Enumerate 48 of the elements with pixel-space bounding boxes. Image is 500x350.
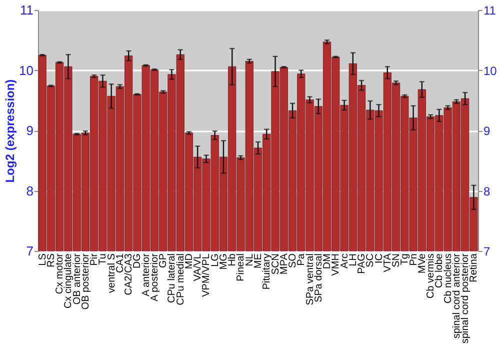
y-tick-label: 8 <box>26 183 34 198</box>
y-tick-label: 7 <box>26 244 34 258</box>
x-tick-label: SPa dorsal <box>313 254 324 302</box>
x-tick-label: SC <box>365 254 376 268</box>
x-tick-label: VPM/VPL <box>201 253 212 297</box>
y2-tick-label: 7 <box>484 244 490 258</box>
x-tick-label: Pn <box>408 254 420 266</box>
x-tick-label: LH <box>348 254 359 266</box>
y-tick-label: 9 <box>26 123 34 138</box>
x-tick-label: LG <box>210 253 221 267</box>
x-tick-label: Arc <box>339 254 350 268</box>
y2-tick-label: 8 <box>484 184 490 198</box>
x-tick-label: MVe <box>416 253 428 274</box>
x-tick-label: A posterior <box>149 252 160 302</box>
y-tick-label: 11 <box>20 2 34 18</box>
x-tick-label: SCN <box>270 254 282 275</box>
x-tick-label: LS <box>37 253 48 266</box>
y-tick-label: 10 <box>19 62 34 78</box>
x-tick-label: RS <box>46 253 57 268</box>
x-tick-label: Tu <box>98 254 109 265</box>
x-tick-label: A anterior <box>140 252 152 296</box>
x-tick-label: Pineal <box>236 254 247 282</box>
y2-tick-label: 11 <box>484 4 496 18</box>
x-tick-label: IC <box>374 254 385 264</box>
x-tick-label: CPu medial <box>175 254 186 306</box>
x-tick-label: Cx cingulate <box>63 253 74 309</box>
y2-tick-label: 9 <box>484 124 490 138</box>
x-tick-label: MG <box>218 253 230 270</box>
x-tick-label: CA1 <box>114 253 126 273</box>
x-tick-label: Pa <box>296 253 308 266</box>
y2-tick-label: 10 <box>484 64 498 78</box>
x-tick-label: Cb lobe <box>434 253 446 288</box>
x-tick-label: Cb nucleus <box>442 254 454 304</box>
x-tick-label: MPA <box>278 253 290 274</box>
x-tick-label: Tg <box>400 254 411 266</box>
x-tick-label: VTA <box>382 253 394 272</box>
x-tick-label: ME <box>253 253 264 268</box>
x-tick-label: spinal cord posterior <box>460 252 472 344</box>
x-tick-label: OB posterior <box>80 252 92 310</box>
x-tick-label: ventral S <box>106 253 118 293</box>
x-tick-label: Retina <box>468 253 480 282</box>
x-tick-label: VMH <box>330 254 342 276</box>
x-tick-label: DG <box>132 253 144 268</box>
x-tick-label: spinal cord anterior <box>451 252 462 339</box>
x-tick-label: Pituitary <box>262 254 273 290</box>
y-axis-title: Log2 (expression) <box>3 79 18 183</box>
x-tick-label: OB anterior <box>72 252 83 305</box>
x-tick-label: NL <box>244 253 256 266</box>
